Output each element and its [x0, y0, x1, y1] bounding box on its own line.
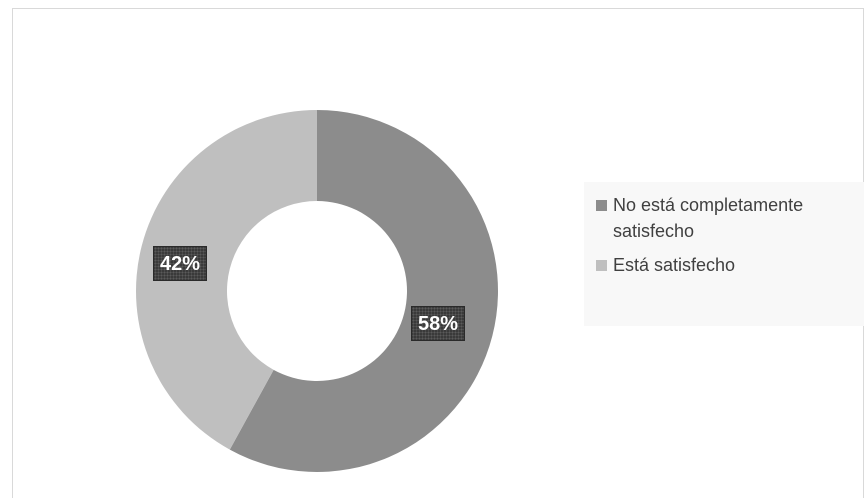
- legend-item-no-satisfecho: No está completamente satisfecho: [596, 192, 854, 244]
- legend-label-0: No está completamente satisfecho: [613, 192, 854, 244]
- legend-label-1: Está satisfecho: [613, 252, 735, 278]
- data-label-0: 58%: [412, 307, 464, 340]
- legend-swatch-1: [596, 260, 607, 271]
- legend: No está completamente satisfecho Está sa…: [584, 182, 864, 326]
- legend-item-satisfecho: Está satisfecho: [596, 252, 854, 278]
- legend-swatch-0: [596, 200, 607, 211]
- data-label-1: 42%: [154, 247, 206, 280]
